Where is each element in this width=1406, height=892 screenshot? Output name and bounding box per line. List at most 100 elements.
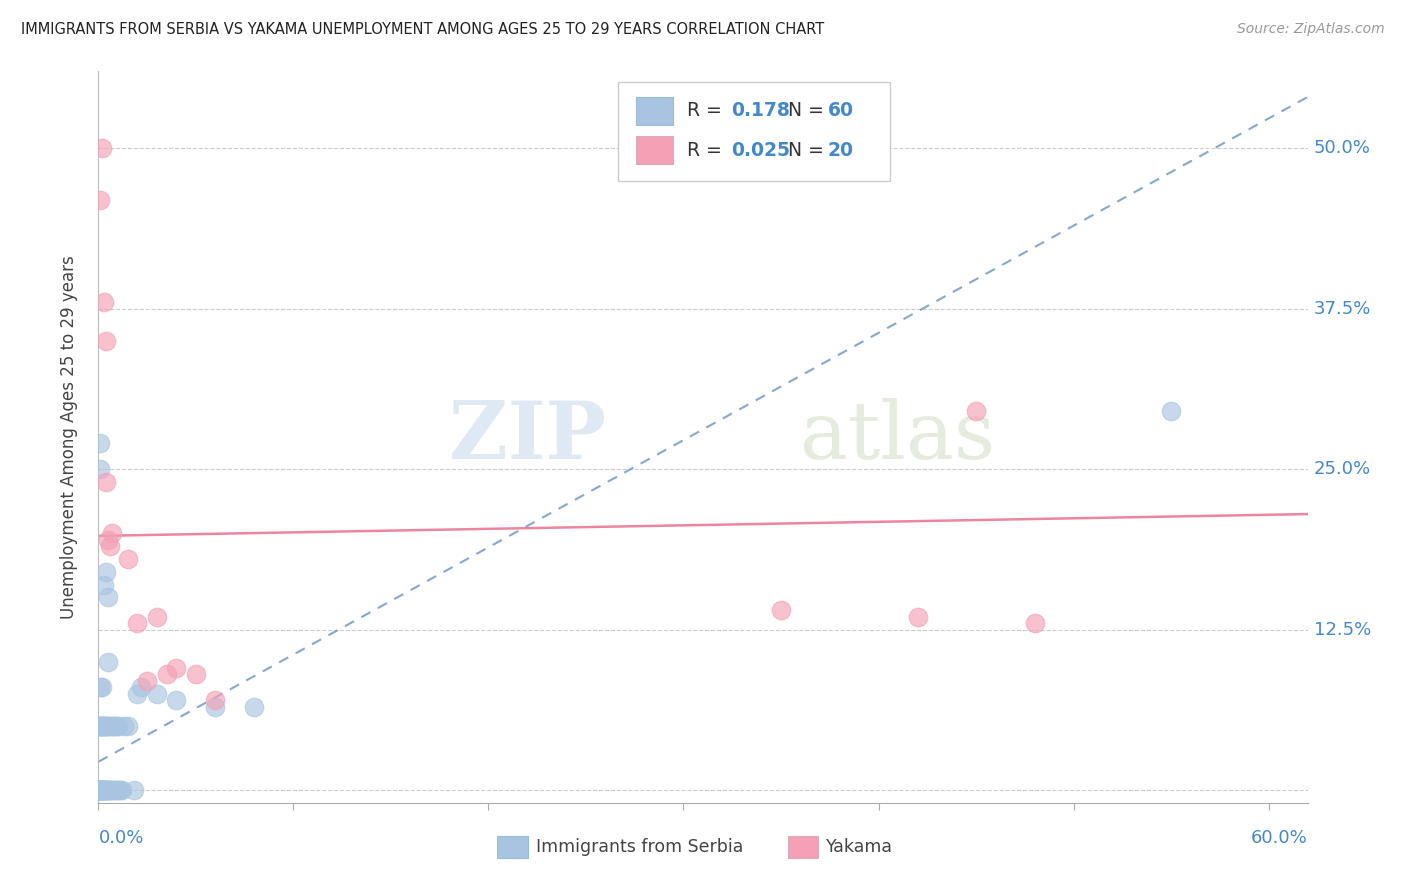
Point [112, 719, 135, 733]
Point [204, 693, 226, 707]
Point [96, 334, 118, 348]
Point [107, 719, 129, 733]
Point [89, 436, 111, 450]
Point [103, 783, 125, 797]
Text: 0.0%: 0.0% [98, 829, 143, 847]
Point [89, 783, 111, 797]
Point [93, 783, 115, 797]
Point [107, 783, 129, 797]
Text: 25.0%: 25.0% [1313, 460, 1371, 478]
Point [101, 719, 124, 733]
Point [1160, 404, 1182, 418]
Point [165, 661, 187, 675]
Point [136, 673, 159, 688]
Point [91, 719, 114, 733]
Point [96, 719, 118, 733]
Point [96, 565, 118, 579]
Point [89, 719, 111, 733]
Text: N =: N = [787, 141, 830, 160]
Point [104, 783, 127, 797]
Point [98, 783, 121, 797]
Point [98, 539, 121, 553]
Point [101, 526, 124, 541]
Point [89, 719, 111, 733]
Point [89, 783, 111, 797]
Point [93, 719, 115, 733]
Text: 12.5%: 12.5% [1313, 621, 1371, 639]
Point [1024, 616, 1046, 631]
Point [96, 783, 118, 797]
Text: Source: ZipAtlas.com: Source: ZipAtlas.com [1237, 22, 1385, 37]
Text: atlas: atlas [800, 398, 995, 476]
FancyBboxPatch shape [619, 82, 890, 181]
Point [127, 616, 149, 631]
Point [122, 783, 145, 797]
Point [117, 719, 139, 733]
Point [91, 681, 114, 695]
Point [93, 719, 115, 733]
Point [93, 577, 115, 591]
Point [97, 591, 120, 605]
Bar [637, 136, 672, 164]
Text: 60.0%: 60.0% [1251, 829, 1308, 847]
Text: R =: R = [688, 102, 728, 120]
Point [98, 719, 121, 733]
Bar [498, 836, 527, 858]
Point [89, 783, 111, 797]
Point [89, 462, 111, 476]
Text: 0.178: 0.178 [731, 102, 790, 120]
Point [965, 404, 987, 418]
Point [111, 783, 134, 797]
Point [93, 783, 115, 797]
Text: 60: 60 [828, 102, 853, 120]
Bar [787, 836, 818, 858]
Point [104, 719, 127, 733]
Text: R =: R = [688, 141, 728, 160]
Point [97, 783, 120, 797]
Point [98, 783, 121, 797]
Point [165, 693, 187, 707]
Point [146, 687, 169, 701]
Text: 0.025: 0.025 [731, 141, 790, 160]
Point [89, 193, 111, 207]
Point [131, 681, 153, 695]
Text: Immigrants from Serbia: Immigrants from Serbia [536, 838, 744, 855]
Point [91, 141, 114, 155]
Point [184, 667, 207, 681]
Point [89, 783, 111, 797]
Y-axis label: Unemployment Among Ages 25 to 29 years: Unemployment Among Ages 25 to 29 years [59, 255, 77, 619]
Point [91, 783, 114, 797]
Point [89, 681, 111, 695]
Point [96, 783, 118, 797]
Point [907, 609, 929, 624]
Point [101, 783, 124, 797]
Point [96, 783, 118, 797]
Point [89, 783, 111, 797]
Text: 50.0%: 50.0% [1313, 139, 1371, 157]
Point [91, 783, 114, 797]
Point [91, 719, 114, 733]
Point [97, 719, 120, 733]
Point [204, 699, 226, 714]
Point [96, 719, 118, 733]
Point [769, 603, 792, 617]
Point [103, 719, 125, 733]
Point [91, 783, 114, 797]
Point [89, 783, 111, 797]
Text: Yakama: Yakama [827, 838, 893, 855]
Text: N =: N = [787, 102, 830, 120]
Point [97, 533, 120, 547]
Point [243, 699, 266, 714]
Point [89, 783, 111, 797]
Point [146, 609, 169, 624]
Point [89, 719, 111, 733]
Text: IMMIGRANTS FROM SERBIA VS YAKAMA UNEMPLOYMENT AMONG AGES 25 TO 29 YEARS CORRELAT: IMMIGRANTS FROM SERBIA VS YAKAMA UNEMPLO… [21, 22, 824, 37]
Point [127, 687, 149, 701]
Point [156, 667, 179, 681]
Point [117, 552, 139, 566]
Bar [637, 97, 672, 125]
Point [93, 783, 115, 797]
Point [97, 783, 120, 797]
Point [108, 783, 131, 797]
Point [89, 783, 111, 797]
